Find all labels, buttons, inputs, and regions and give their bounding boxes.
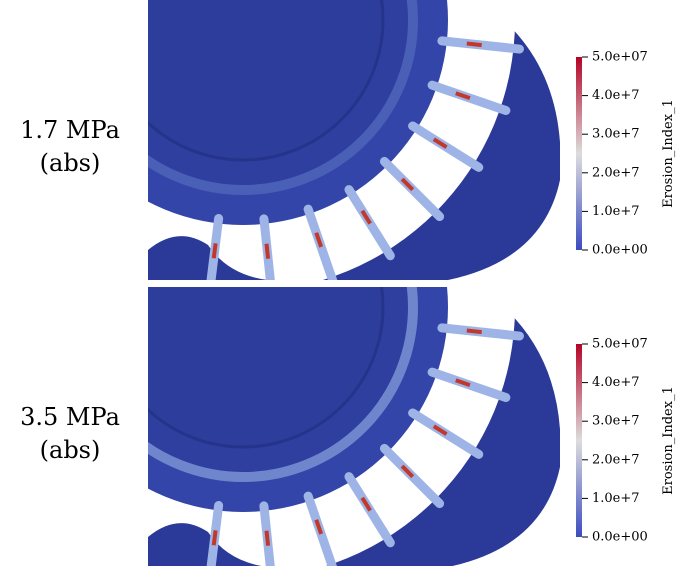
erosion-spot (267, 531, 269, 546)
pressure-label: (abs) (40, 149, 101, 177)
colorbar-tick-label: 1.0e+7 (592, 204, 640, 219)
pressure-label: (abs) (40, 436, 101, 464)
erosion-spot (467, 331, 482, 333)
colorbar-tick-label: 5.0e+07 (592, 337, 648, 352)
erosion-spot (214, 243, 216, 258)
panel: 1.7 MPa (abs) 5.0e+07 4.0e+7 3.0e+7 2.0e+7 1.0… (0, 0, 676, 296)
colorbar-tick-label: 5.0e+07 (592, 50, 648, 65)
colorbar-title: Erosion_Index_1 (661, 99, 676, 208)
colorbar-title: Erosion_Index_1 (661, 386, 676, 495)
colorbar-tick-label: 2.0e+7 (592, 165, 640, 180)
colorbar-tick-label: 1.0e+7 (592, 491, 640, 506)
colorbar-tick-label: 0.0e+00 (592, 243, 648, 258)
erosion-spot (267, 244, 269, 259)
colorbar-tick-label: 3.0e+7 (592, 414, 640, 429)
erosion-spot (467, 44, 482, 46)
colorbar-tick-label: 2.0e+7 (592, 452, 640, 467)
pressure-label: 1.7 MPa (20, 116, 120, 144)
erosion-spot (214, 530, 216, 545)
pressure-label: 3.5 MPa (20, 403, 120, 431)
colorbar-tick-label: 4.0e+7 (592, 375, 640, 390)
colorbar-tick-label: 0.0e+00 (592, 530, 648, 545)
colorbar-tick-label: 3.0e+7 (592, 127, 640, 142)
colorbar-tick-label: 4.0e+7 (592, 88, 640, 103)
figure: 1.7 MPa (abs) 5.0e+07 4.0e+7 3.0e+7 2.0e+7 1.0… (0, 0, 689, 566)
colorbar (576, 344, 582, 537)
colorbar (576, 57, 582, 250)
